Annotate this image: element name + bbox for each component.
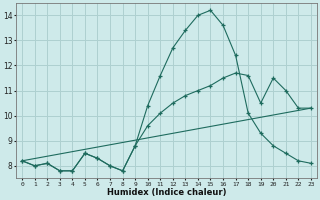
X-axis label: Humidex (Indice chaleur): Humidex (Indice chaleur) (107, 188, 226, 197)
